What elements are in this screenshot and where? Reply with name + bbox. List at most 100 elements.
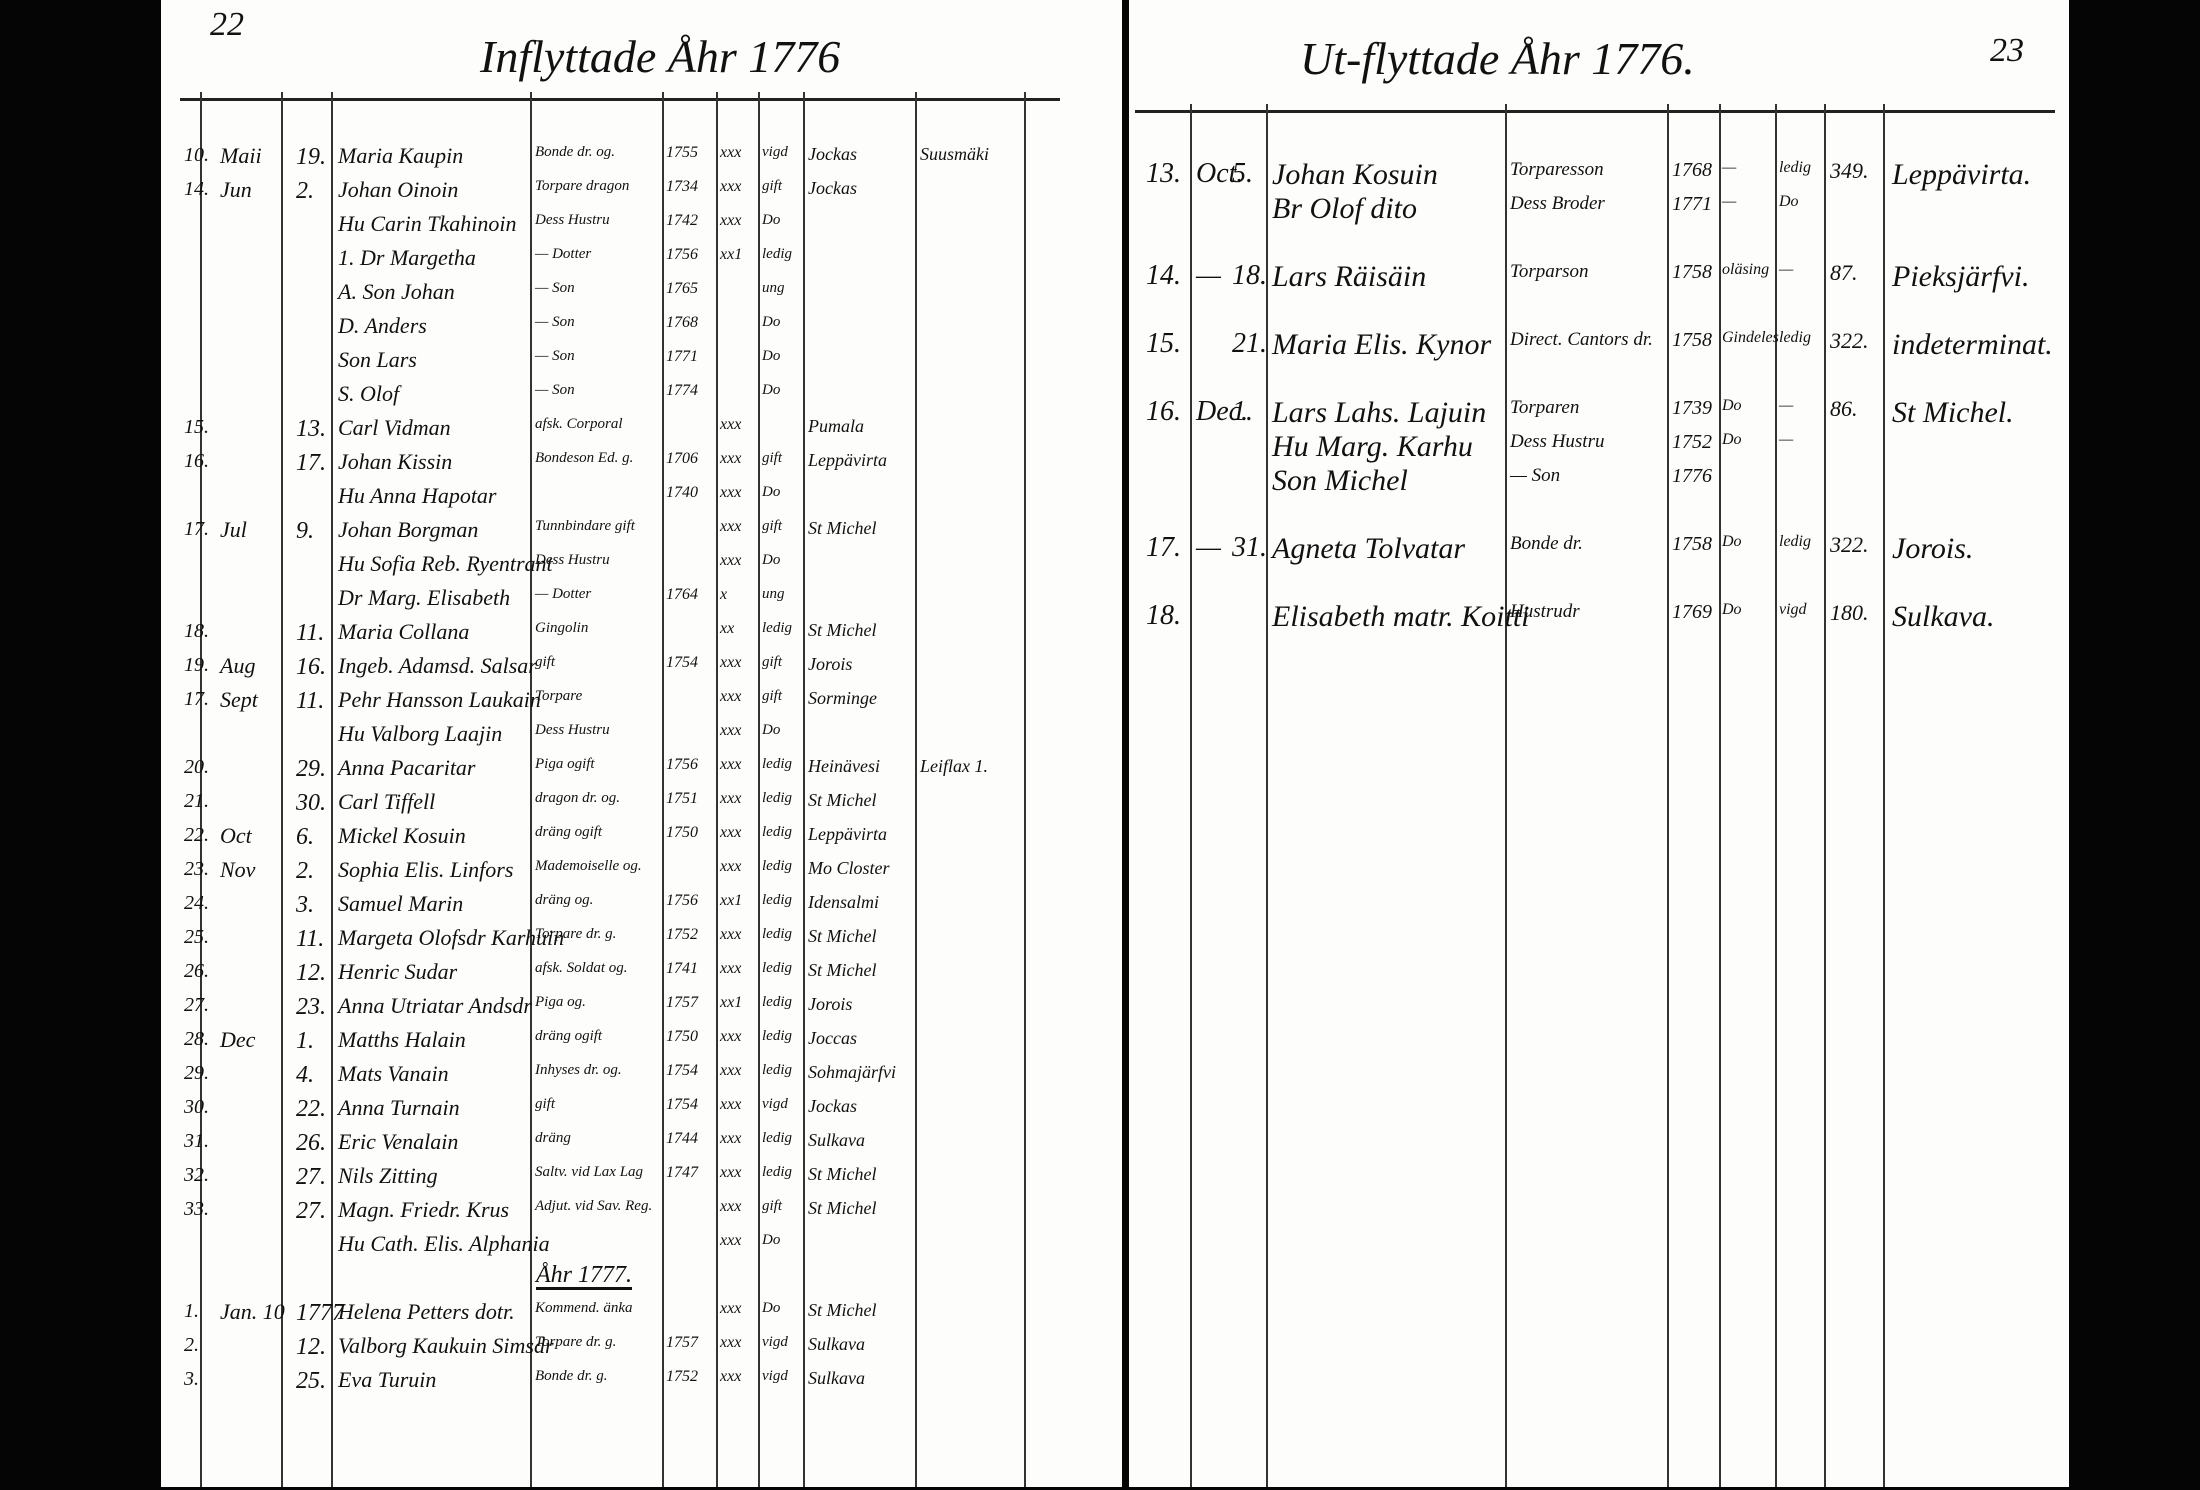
column-rule <box>200 92 202 1487</box>
entry-civil: Do <box>762 382 781 398</box>
entry-no: 20. <box>184 756 209 778</box>
entry-day: 2. <box>296 178 314 204</box>
entry-status: Bonde dr. og. <box>535 144 615 160</box>
page-number: 23 <box>1990 32 2024 69</box>
entry-year: 1740 <box>666 484 698 501</box>
entry-parish: Joccas <box>808 1028 857 1048</box>
entry-year: 1758 <box>1672 329 1712 351</box>
entry-name: Anna Pacaritar <box>338 755 476 780</box>
entry-read: — <box>1722 193 1737 210</box>
entry-day: 5. <box>1232 158 1253 189</box>
entry-parish: Sohmajärfvi <box>808 1062 896 1082</box>
entry-day: 1. <box>296 1028 314 1054</box>
entry-status: Saltv. vid Lax Lag <box>535 1164 644 1180</box>
entry-parish: Sulkava. <box>1892 600 1995 633</box>
entry-month: Dec. <box>1196 396 1249 427</box>
entry-number: 322. <box>1830 532 1869 557</box>
entry-month: — <box>1196 260 1221 291</box>
entry-name: Maria Kaupin <box>338 143 464 168</box>
entry-note: Suusmäki <box>920 144 989 164</box>
entry-civil: ledig <box>762 756 792 772</box>
entry-name: Hu Sofia Reb. Ryentrant <box>338 551 553 576</box>
entry-number: 87. <box>1830 260 1858 285</box>
entry-status: dräng ogift <box>535 824 603 840</box>
entry-status: Direct. Cantors dr. <box>1510 329 1653 350</box>
entry-status: Torpare dr. g. <box>535 926 617 942</box>
entry-marks: xxx <box>720 858 742 875</box>
page-title: Ut-flyttade Åhr 1776. <box>1300 33 1695 84</box>
entry-name: Br Olof dito <box>1272 192 1418 225</box>
entry-day: 25. <box>296 1368 326 1394</box>
entry-parish: St Michel <box>808 790 877 810</box>
entry-marks: xxx <box>720 722 742 739</box>
entry-marks: xxx <box>720 756 742 773</box>
entry-civil: ledig <box>762 790 792 806</box>
entry-year: 1771 <box>1672 193 1712 215</box>
entry-day: 23. <box>296 994 326 1020</box>
entry-name: Sophia Elis. Linfors <box>338 857 514 882</box>
entry-civil: ledig <box>762 892 792 908</box>
entry-marks: xxx <box>720 178 742 195</box>
entry-marks: xxx <box>720 1096 742 1113</box>
entry-month: Sept <box>220 687 258 712</box>
entry-read: Gindeles <box>1722 329 1779 346</box>
entry-name: Samuel Marin <box>338 891 464 916</box>
entry-year: 1758 <box>1672 261 1712 283</box>
entry-no: 22. <box>184 824 209 846</box>
entry-no: 10. <box>184 144 209 166</box>
entry-marks: xxx <box>720 824 742 841</box>
entry-name: Lars Räisäin <box>1272 260 1427 293</box>
entry-civil: Do <box>762 212 781 228</box>
entry-number: 322. <box>1830 328 1869 353</box>
entry-read: Do <box>1722 431 1742 448</box>
entry-name: Hu Marg. Karhu <box>1272 430 1473 463</box>
entry-parish: Mo Closter <box>808 858 890 878</box>
column-rule <box>716 92 718 1487</box>
entry-parish: St Michel <box>808 620 877 640</box>
entry-month: Dec <box>220 1027 256 1052</box>
entry-parish: Jockas <box>808 144 857 164</box>
entry-parish: Sulkava <box>808 1130 865 1150</box>
entry-no: 16. <box>184 450 209 472</box>
year-heading: Åhr 1777. <box>536 1262 632 1290</box>
entry-no: 21. <box>184 790 209 812</box>
entry-civil: ung <box>762 586 785 602</box>
entry-year: 1751 <box>666 790 698 807</box>
entry-civil: Do <box>762 1232 781 1248</box>
entry-civil: Do <box>762 552 781 568</box>
entry-name: Anna Turnain <box>338 1095 460 1120</box>
entry-day: 17. <box>296 450 326 476</box>
entry-marks: xxx <box>720 552 742 569</box>
entry-year: 1741 <box>666 960 698 977</box>
entry-day: 12. <box>296 960 326 986</box>
entry-status: — Son <box>1510 465 1561 486</box>
entry-name: Margeta Olofsdr Karhuin <box>338 925 565 950</box>
entry-status: Bondeson Ed. g. <box>535 450 634 466</box>
entry-marks: x <box>720 586 728 603</box>
entry-civil: ledig <box>762 620 792 636</box>
entry-name: Johan Borgman <box>338 517 479 542</box>
entry-day: 4. <box>296 1062 314 1088</box>
entry-day: 27. <box>296 1198 326 1224</box>
entry-status: Bonde dr. <box>1510 533 1583 554</box>
entry-civil: gift <box>762 450 783 466</box>
entry-marks: xxx <box>720 1368 742 1385</box>
entry-year: 1752 <box>666 1368 698 1385</box>
entry-name: Johan Kosuin <box>1272 158 1438 191</box>
entry-parish: Pumala <box>808 416 864 436</box>
entry-number: 349. <box>1830 158 1869 183</box>
entry-civil: ung <box>762 280 785 296</box>
entry-no: 15. <box>1146 328 1181 359</box>
column-rule <box>1266 104 1268 1487</box>
entry-name: Maria Collana <box>338 619 470 644</box>
column-rule <box>1883 104 1885 1487</box>
entry-parish: St Michel. <box>1892 396 2014 429</box>
entry-civil: vigd <box>762 144 788 160</box>
entry-read: oläsing <box>1722 261 1770 278</box>
entry-name: Maria Elis. Kynor <box>1272 328 1492 361</box>
entry-parish: St Michel <box>808 926 877 946</box>
column-rule <box>758 92 760 1487</box>
entry-status: Gingolin <box>535 620 589 636</box>
entry-marks: xx <box>720 620 735 637</box>
entry-parish: Jockas <box>808 1096 857 1116</box>
